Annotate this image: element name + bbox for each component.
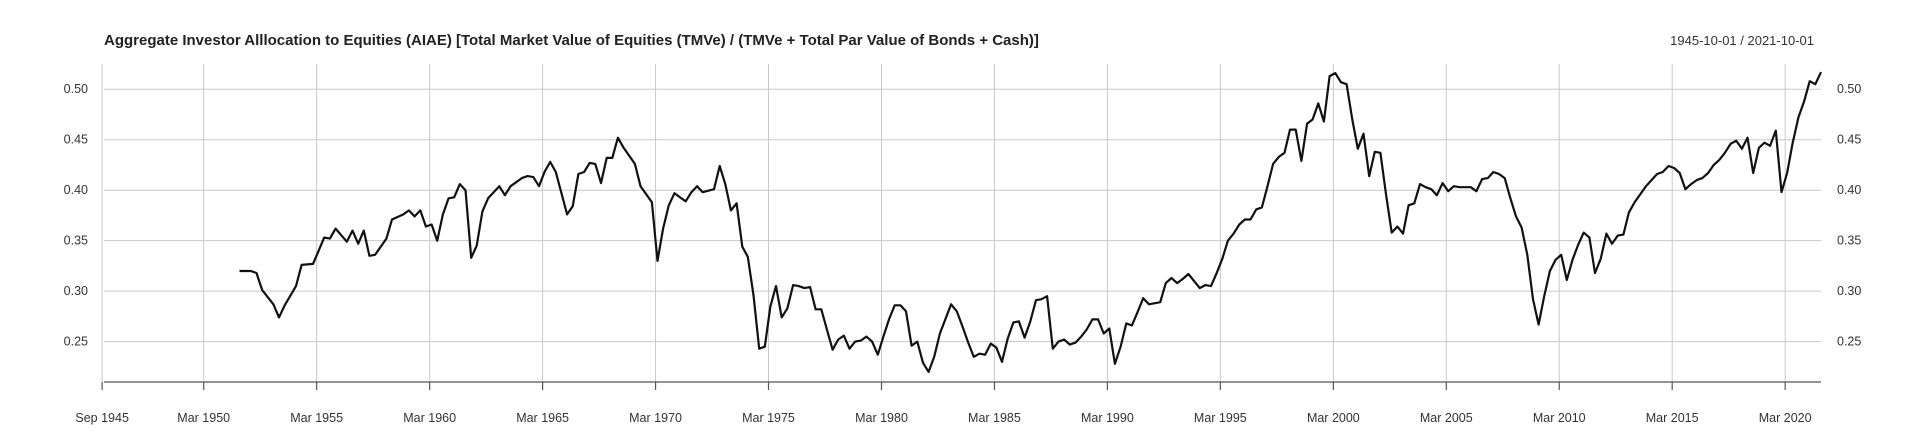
y-tick-label-right: 0.25 — [1837, 335, 1861, 349]
chart-title: Aggregate Investor Alllocation to Equiti… — [104, 32, 1039, 49]
y-tick-label-left: 0.45 — [64, 133, 88, 147]
y-tick-label-right: 0.40 — [1837, 183, 1861, 197]
x-tick-label: Sep 1945 — [75, 411, 129, 425]
x-tick-label: Mar 2000 — [1307, 411, 1360, 425]
x-tick-label: Mar 1990 — [1081, 411, 1134, 425]
y-axis-right: 0.25 0.30 0.35 0.40 0.45 0.50 — [1837, 82, 1861, 348]
x-tick-label: Mar 1950 — [177, 411, 230, 425]
y-tick-label-left: 0.50 — [64, 82, 88, 96]
y-tick-label-left: 0.40 — [64, 183, 88, 197]
series-layer — [239, 71, 1822, 373]
x-tick-label: Mar 1960 — [403, 411, 456, 425]
x-axis: Sep 1945 Mar 1950 Mar 1955 Mar 1960 Mar 1965… — [75, 381, 1821, 425]
y-axis-left: 0.25 0.30 0.35 0.40 0.45 0.50 — [64, 82, 88, 348]
y-tick-label-left: 0.25 — [64, 335, 88, 349]
x-tick-label: Mar 1985 — [968, 411, 1021, 425]
x-tick-label: Mar 1980 — [855, 411, 908, 425]
y-tick-label-right: 0.35 — [1837, 234, 1861, 248]
x-tick-label: Mar 2020 — [1759, 411, 1812, 425]
x-tick-label: Mar 1970 — [629, 411, 682, 425]
x-tick-label: Mar 2005 — [1420, 411, 1473, 425]
y-tick-label-right: 0.30 — [1837, 284, 1861, 298]
y-tick-label-left: 0.35 — [64, 234, 88, 248]
series-line — [239, 71, 1822, 373]
x-tick-label: Mar 2015 — [1646, 411, 1699, 425]
y-tick-label-right: 0.50 — [1837, 82, 1861, 96]
date-range-label: 1945-10-01 / 2021-10-01 — [1670, 33, 1814, 48]
grid-lines — [101, 64, 1821, 382]
y-tick-label-right: 0.45 — [1837, 133, 1861, 147]
x-tick-label: Mar 1995 — [1194, 411, 1247, 425]
x-tick-label: Mar 1975 — [742, 411, 795, 425]
y-tick-label-left: 0.30 — [64, 284, 88, 298]
x-tick-label: Mar 1965 — [516, 411, 569, 425]
x-tick-label: Mar 2010 — [1533, 411, 1586, 425]
x-tick-label: Mar 1955 — [290, 411, 343, 425]
